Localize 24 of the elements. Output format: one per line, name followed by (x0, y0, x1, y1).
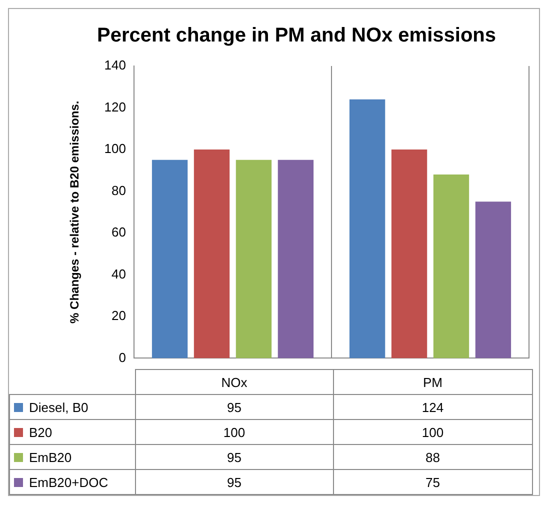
y-tick-label: 40 (112, 266, 126, 282)
legend-label: EmB20 (29, 450, 72, 464)
y-tick-label: 140 (104, 58, 126, 73)
y-tick-label: 120 (104, 99, 126, 114)
legend-label: Diesel, B0 (29, 400, 88, 414)
data-label: 95 (135, 444, 334, 470)
y-tick-label: 80 (112, 182, 126, 198)
legend-label: B20 (29, 424, 52, 440)
x-tick-label: NOx (135, 370, 334, 394)
x-tick-label: PM (334, 370, 532, 394)
data-label: 124 (334, 394, 532, 420)
y-tick-label: 60 (112, 224, 126, 240)
chart-title: Percent change in PM and NOx emissions (96, 24, 496, 47)
data-label: 95 (135, 470, 334, 494)
data-label: 100 (334, 420, 532, 444)
data-label: 88 (334, 444, 532, 470)
y-axis-title: % Changes - relative to B20 emissions. (68, 100, 82, 324)
y-tick-label: 20 (112, 308, 126, 324)
data-label: 100 (135, 420, 334, 444)
y-tick-label: 100 (104, 141, 126, 156)
y-tick-label: 0 (118, 350, 126, 365)
data-label: 95 (135, 394, 334, 420)
legend-label: EmB20+DOC (29, 474, 108, 490)
data-label: 75 (334, 470, 532, 494)
